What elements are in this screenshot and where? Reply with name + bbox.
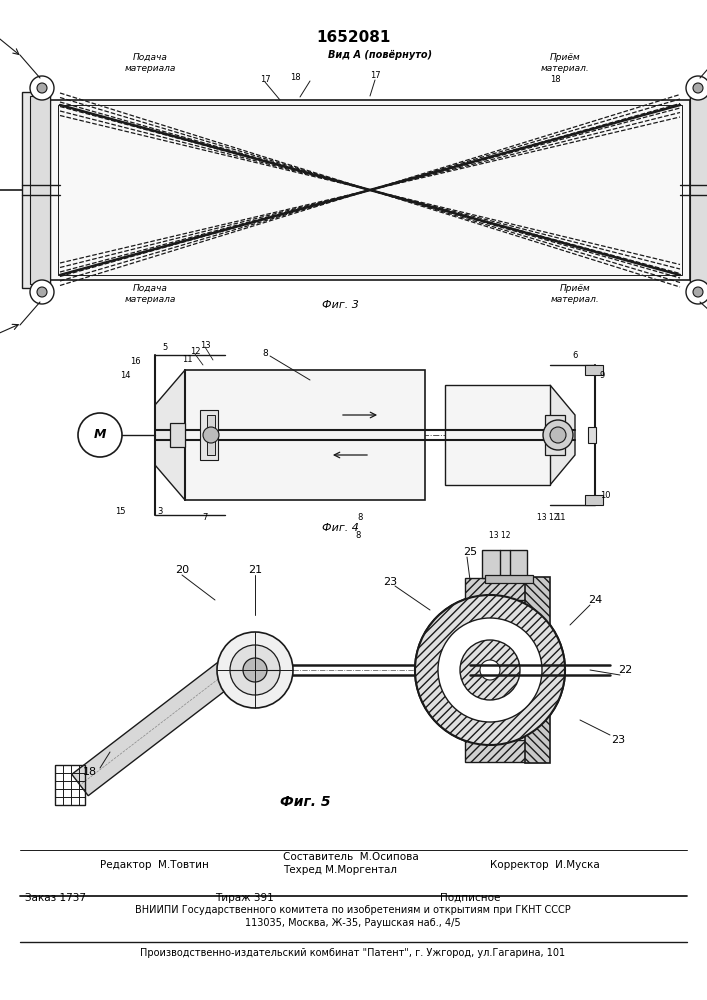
Text: 7: 7 — [202, 514, 208, 522]
Polygon shape — [72, 659, 238, 796]
Circle shape — [686, 280, 707, 304]
Circle shape — [37, 287, 47, 297]
Text: Приём
материал.: Приём материал. — [541, 53, 590, 73]
Text: 14: 14 — [119, 370, 130, 379]
Text: 23: 23 — [611, 735, 625, 745]
Bar — [50, 100, 690, 280]
Text: Заказ 1737: Заказ 1737 — [25, 893, 86, 903]
Circle shape — [37, 83, 47, 93]
Polygon shape — [550, 385, 575, 485]
Bar — [482, 550, 527, 578]
Text: Составитель  М.Осипова: Составитель М.Осипова — [283, 852, 419, 862]
Bar — [465, 578, 545, 600]
Circle shape — [686, 76, 707, 100]
Text: 18: 18 — [83, 767, 97, 777]
Text: 23: 23 — [383, 577, 397, 587]
Bar — [585, 365, 603, 375]
Text: 8: 8 — [262, 349, 268, 358]
Text: Производственно-издательский комбинат "Патент", г. Ужгород, ул.Гагарина, 101: Производственно-издательский комбинат "П… — [141, 948, 566, 958]
Text: 12: 12 — [189, 348, 200, 357]
Text: 24: 24 — [588, 595, 602, 605]
Text: 11: 11 — [182, 356, 192, 364]
Text: 113035, Москва, Ж-35, Раушская наб., 4/5: 113035, Москва, Ж-35, Раушская наб., 4/5 — [245, 918, 461, 928]
Bar — [485, 575, 533, 583]
Circle shape — [203, 427, 219, 443]
Bar — [58, 105, 682, 275]
Text: Тираж 391: Тираж 391 — [215, 893, 274, 903]
Text: Приём
материал.: Приём материал. — [551, 284, 600, 304]
Bar — [185, 370, 425, 500]
Text: Подача
материала: Подача материала — [124, 284, 175, 304]
Text: 10: 10 — [600, 490, 610, 499]
Bar — [690, 92, 707, 288]
Text: 13 12: 13 12 — [489, 532, 510, 540]
Text: Вид А (повёрнуто): Вид А (повёрнуто) — [328, 50, 432, 60]
Text: 8: 8 — [356, 532, 361, 540]
Circle shape — [415, 595, 565, 745]
Bar — [690, 96, 707, 284]
Text: 3: 3 — [158, 508, 163, 516]
Text: 22: 22 — [618, 665, 632, 675]
Text: 8: 8 — [357, 514, 363, 522]
Circle shape — [243, 658, 267, 682]
Text: 17: 17 — [370, 72, 380, 81]
Bar — [588, 427, 596, 443]
Circle shape — [550, 427, 566, 443]
Text: 5: 5 — [163, 344, 168, 353]
Bar — [22, 92, 50, 288]
Circle shape — [30, 76, 54, 100]
Circle shape — [415, 595, 565, 745]
Circle shape — [543, 420, 573, 450]
Circle shape — [217, 632, 293, 708]
Bar — [465, 740, 545, 762]
Bar — [525, 577, 550, 763]
Bar — [445, 385, 550, 485]
Text: Подписное: Подписное — [440, 893, 501, 903]
Text: M: M — [94, 428, 106, 442]
Circle shape — [30, 280, 54, 304]
Circle shape — [480, 660, 500, 680]
Circle shape — [460, 640, 520, 700]
Text: Фиг. 3: Фиг. 3 — [322, 300, 358, 310]
Polygon shape — [155, 370, 185, 500]
Text: ВНИИПИ Государственного комитета по изобретениям и открытиям при ГКНТ СССР: ВНИИПИ Государственного комитета по изоб… — [135, 905, 571, 915]
Text: 1652081: 1652081 — [316, 30, 390, 45]
Text: Фиг. 4: Фиг. 4 — [322, 523, 358, 533]
Text: 25: 25 — [463, 547, 477, 557]
Text: 15: 15 — [115, 508, 125, 516]
Text: 21: 21 — [248, 565, 262, 575]
Text: 13: 13 — [199, 340, 210, 350]
Bar — [200, 410, 218, 460]
Bar — [545, 415, 565, 455]
Text: 16: 16 — [129, 358, 140, 366]
Bar — [207, 415, 215, 455]
Text: 13 12: 13 12 — [537, 514, 559, 522]
Circle shape — [438, 618, 542, 722]
Text: Фиг. 5: Фиг. 5 — [280, 795, 330, 809]
Text: Редактор  М.Товтин: Редактор М.Товтин — [100, 860, 209, 870]
Text: 17: 17 — [259, 75, 270, 84]
Bar — [30, 96, 50, 284]
Text: 20: 20 — [175, 565, 189, 575]
Bar — [170, 423, 185, 447]
Circle shape — [78, 413, 122, 457]
Text: 6: 6 — [572, 351, 578, 360]
Circle shape — [693, 287, 703, 297]
Text: Корректор  И.Муска: Корректор И.Муска — [490, 860, 600, 870]
Text: 18: 18 — [549, 75, 561, 84]
Circle shape — [230, 645, 280, 695]
Circle shape — [693, 83, 703, 93]
Bar — [585, 495, 603, 505]
Bar — [55, 765, 85, 805]
Text: 9: 9 — [600, 370, 604, 379]
Text: 18: 18 — [290, 73, 300, 82]
Text: 11: 11 — [555, 514, 566, 522]
Text: Подача
материала: Подача материала — [124, 53, 175, 73]
Text: Техред М.Моргентал: Техред М.Моргентал — [283, 865, 397, 875]
